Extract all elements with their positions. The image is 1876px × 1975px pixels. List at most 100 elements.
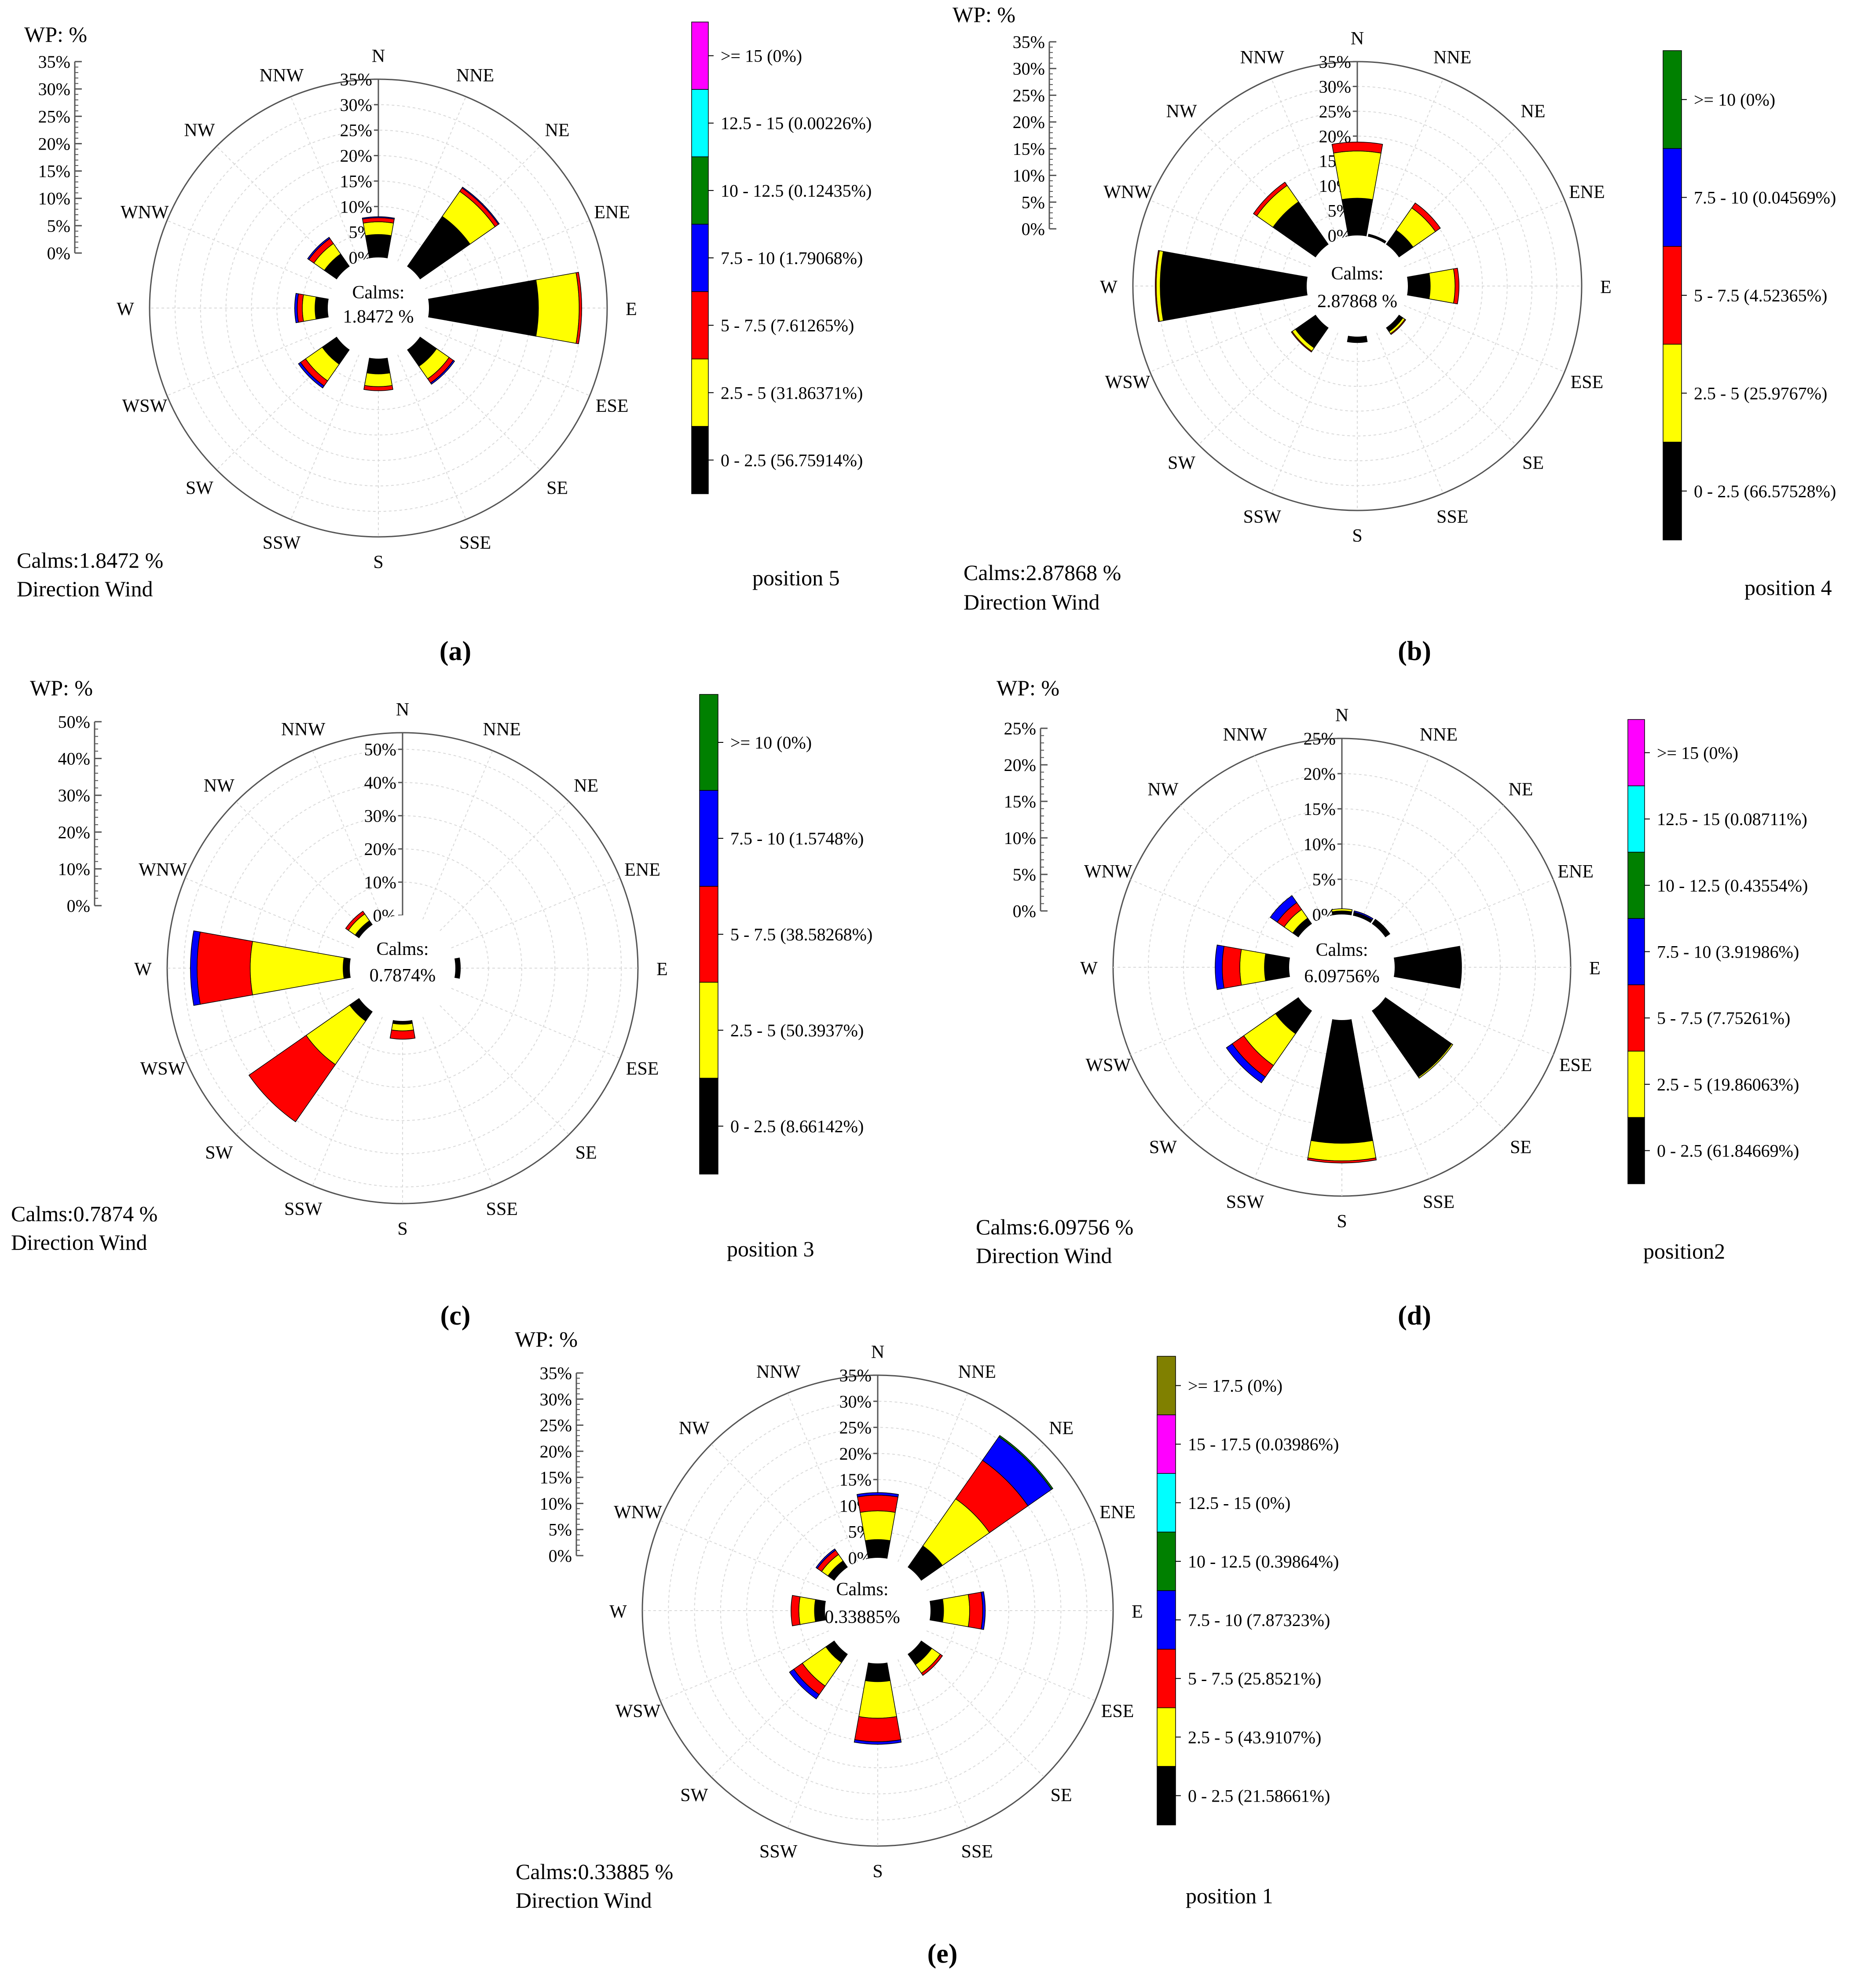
- legend-swatch-0: [1157, 1766, 1176, 1825]
- panel-d-legend: 0 - 2.5 (61.84669%) 2.5 - 5 (19.86063%) 5 …: [1627, 719, 1808, 1184]
- panel-d-calms-center-value: 6.09756%: [1304, 966, 1380, 987]
- wedge-w-bin1: [1239, 949, 1266, 986]
- legend-label-5: 12.5 - 15 (0.00226%): [721, 114, 872, 133]
- grid-spoke: [1271, 332, 1338, 494]
- panel-c: WP: % Calms:0.7874 % Direction Wind posi…: [11, 675, 872, 1331]
- scale-tick-label: 25%: [540, 1416, 572, 1435]
- radial-tick-label: 20%: [1304, 764, 1336, 784]
- direction-label-nw: NW: [204, 776, 234, 796]
- direction-label-nnw: NNW: [1223, 725, 1268, 745]
- wedge-s-bin2: [854, 1716, 901, 1742]
- panel-d: WP: % Calms:6.09756 % Direction Wind pos…: [976, 675, 1808, 1331]
- panel-a-calms-footer: Calms:1.8472 %: [17, 548, 163, 573]
- direction-label-se: SE: [575, 1143, 597, 1163]
- direction-label-s: S: [1337, 1211, 1347, 1232]
- direction-label-se: SE: [1510, 1138, 1532, 1158]
- wedge-nw-bin2: [345, 910, 366, 931]
- legend-swatch-2: [691, 291, 709, 360]
- panel-a-rose: 0%5%10%15%20%25%30%35%NNNENEENEEESESESSE…: [117, 46, 637, 573]
- wedge-e-bin2: [575, 272, 582, 345]
- radial-tick-label: 30%: [340, 95, 372, 115]
- wedge-sw-bin2: [1291, 331, 1312, 352]
- grid-spoke: [897, 1393, 968, 1562]
- wedge-nw-bin2: [1253, 181, 1288, 217]
- direction-label-wsw: WSW: [140, 1059, 186, 1079]
- scale-tick-label: 20%: [58, 822, 90, 842]
- legend-label-1: 2.5 - 5 (43.9107%): [1188, 1727, 1321, 1747]
- scale-tick-label: 0%: [1013, 901, 1036, 921]
- radial-tick-label: 25%: [1304, 729, 1336, 749]
- legend-swatch-0: [691, 426, 709, 494]
- panel-b-direction-caption: Direction Wind: [964, 590, 1100, 614]
- scale-tick-label: 35%: [1013, 32, 1045, 52]
- grid-circle: [1148, 773, 1536, 1161]
- direction-label-ssw: SSW: [263, 533, 301, 553]
- direction-label-ssw: SSW: [1226, 1192, 1264, 1212]
- wedge-n-bin0: [865, 1539, 891, 1559]
- calm-circle: [1289, 914, 1395, 1020]
- legend-swatch-1: [1157, 1707, 1176, 1767]
- wedge-e-bin3: [980, 1591, 986, 1630]
- panel-b-calms-center-label: Calms:: [1331, 264, 1383, 284]
- panel-d-position-label: position2: [1643, 1239, 1725, 1263]
- direction-label-wnw: WNW: [139, 860, 187, 880]
- wedge-e-bin1: [942, 1594, 970, 1627]
- scale-tick-label: 30%: [38, 79, 70, 99]
- scale-tick-label: 10%: [1004, 828, 1036, 848]
- direction-label-nne: NNE: [1433, 48, 1471, 68]
- direction-label-n: N: [1335, 705, 1348, 726]
- legend-label-7: >= 17.5 (0%): [1188, 1376, 1282, 1396]
- wedge-s-bin2: [363, 385, 393, 391]
- scale-tick-label: 10%: [1013, 166, 1045, 186]
- wedge-e-bin1: [1429, 268, 1455, 304]
- scale-tick-label: 35%: [38, 52, 70, 72]
- direction-label-nw: NW: [184, 120, 215, 140]
- legend-label-3: 7.5 - 10 (1.79068%): [721, 248, 863, 268]
- legend-swatch-4: [1627, 852, 1645, 919]
- grid-spoke: [167, 220, 332, 289]
- wedge-n-bin1: [363, 221, 394, 236]
- legend-swatch-3: [691, 224, 709, 292]
- direction-label-w: W: [1100, 277, 1118, 297]
- direction-label-s: S: [373, 552, 383, 573]
- wedge-e-bin2: [1453, 268, 1459, 305]
- wedge-n-bin2: [857, 1495, 898, 1513]
- wedge-n-bin0: [365, 234, 392, 259]
- wedge-w-bin2: [197, 932, 253, 1005]
- direction-label-w: W: [117, 299, 134, 319]
- wedge-s-bin0: [1347, 335, 1368, 343]
- legend-swatch-0: [699, 1078, 718, 1175]
- scale-tick-label: 20%: [1004, 755, 1036, 775]
- direction-label-nnw: NNW: [281, 720, 326, 740]
- panel-b-rose: 0%5%10%15%20%25%30%35%NNNENEENEEESESESSE…: [1100, 29, 1612, 546]
- panel-e: WP: % Calms:0.33885 % Direction Wind pos…: [515, 1327, 1339, 1969]
- panel-d-calms-center-label: Calms:: [1315, 940, 1368, 960]
- grid-spoke: [425, 220, 590, 289]
- panel-c-direction-caption: Direction Wind: [11, 1230, 147, 1255]
- radial-tick-label: 50%: [364, 740, 396, 760]
- direction-label-sw: SW: [186, 478, 213, 499]
- scale-tick-label: 15%: [1013, 139, 1045, 159]
- panel-b-label: (b): [1398, 636, 1431, 666]
- legend-label-3: 7.5 - 10 (7.87323%): [1188, 1610, 1330, 1630]
- legend-swatch-1: [699, 982, 718, 1079]
- direction-label-ene: ENE: [1557, 862, 1594, 882]
- grid-spoke: [660, 1520, 829, 1591]
- direction-label-wsw: WSW: [122, 396, 167, 416]
- direction-label-ssw: SSW: [759, 1842, 798, 1862]
- radial-tick-label: 20%: [364, 839, 396, 859]
- wedge-w-bin2: [791, 1595, 801, 1626]
- panel-c-legend: 0 - 2.5 (8.66142%) 2.5 - 5 (50.3937%) 5 - …: [699, 694, 872, 1175]
- wedge-w-bin0: [343, 957, 351, 979]
- scale-tick-label: 5%: [549, 1520, 572, 1540]
- panel-b-legend: 0 - 2.5 (66.57528%) 2.5 - 5 (25.9767%) 5 -…: [1663, 50, 1836, 540]
- direction-label-w: W: [1080, 958, 1098, 979]
- wedge-e-bin0: [1407, 272, 1431, 300]
- panel-e-scale-title: WP: %: [515, 1327, 578, 1351]
- direction-label-w: W: [134, 959, 152, 980]
- wedge-w-bin1: [302, 294, 317, 322]
- grid-circle: [668, 1401, 1088, 1821]
- panel-c-calms-center-label: Calms:: [376, 939, 429, 959]
- direction-label-ne: NE: [1521, 101, 1546, 121]
- wedge-n-bin1: [1331, 908, 1353, 912]
